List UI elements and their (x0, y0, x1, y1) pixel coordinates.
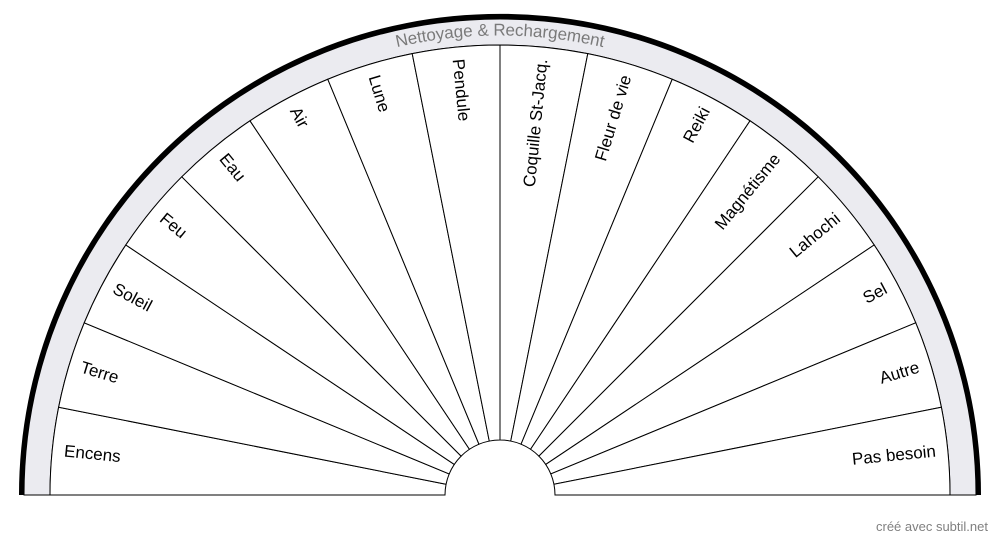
credit-text: créé avec subtil.net (876, 519, 988, 534)
pendulum-chart: EncensTerreSoleilFeuEauAirLunePenduleCoq… (0, 0, 1000, 540)
